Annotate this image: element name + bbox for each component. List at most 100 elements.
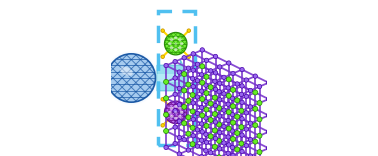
Circle shape xyxy=(266,113,271,118)
Ellipse shape xyxy=(170,115,174,118)
Circle shape xyxy=(226,126,231,131)
Circle shape xyxy=(187,124,191,127)
Circle shape xyxy=(191,134,195,138)
Circle shape xyxy=(173,76,177,80)
Circle shape xyxy=(266,80,271,85)
Ellipse shape xyxy=(178,115,182,118)
Circle shape xyxy=(200,154,204,156)
Circle shape xyxy=(266,97,271,101)
Circle shape xyxy=(226,118,230,123)
Circle shape xyxy=(182,137,186,142)
Circle shape xyxy=(195,62,200,66)
Circle shape xyxy=(200,73,204,77)
Circle shape xyxy=(182,72,187,77)
Ellipse shape xyxy=(174,111,177,114)
Circle shape xyxy=(186,148,191,152)
Circle shape xyxy=(191,101,195,105)
Circle shape xyxy=(164,32,187,55)
Circle shape xyxy=(161,29,164,32)
Circle shape xyxy=(257,117,262,122)
Circle shape xyxy=(231,87,235,92)
Circle shape xyxy=(191,76,195,81)
Circle shape xyxy=(161,55,164,58)
Circle shape xyxy=(164,79,169,84)
Circle shape xyxy=(200,80,205,85)
Circle shape xyxy=(204,116,208,120)
Circle shape xyxy=(257,84,262,89)
Circle shape xyxy=(239,92,243,97)
Circle shape xyxy=(164,101,187,124)
Circle shape xyxy=(200,97,205,102)
Circle shape xyxy=(226,86,230,90)
Circle shape xyxy=(182,88,187,93)
Circle shape xyxy=(253,90,258,95)
Circle shape xyxy=(191,84,195,89)
Circle shape xyxy=(204,140,209,144)
Ellipse shape xyxy=(174,36,178,39)
Circle shape xyxy=(230,145,235,150)
Circle shape xyxy=(240,149,244,154)
Circle shape xyxy=(105,52,157,104)
Circle shape xyxy=(107,54,155,102)
Circle shape xyxy=(239,125,244,130)
Ellipse shape xyxy=(174,42,177,45)
Circle shape xyxy=(204,149,208,153)
Circle shape xyxy=(257,150,262,155)
Circle shape xyxy=(187,29,191,32)
Circle shape xyxy=(217,106,222,111)
Circle shape xyxy=(182,104,187,109)
Circle shape xyxy=(164,96,169,101)
Circle shape xyxy=(195,78,200,83)
Circle shape xyxy=(253,139,258,144)
Circle shape xyxy=(213,54,218,59)
Circle shape xyxy=(212,144,217,149)
Circle shape xyxy=(105,52,158,104)
Circle shape xyxy=(217,138,222,143)
Polygon shape xyxy=(157,60,189,96)
Circle shape xyxy=(177,119,181,123)
Circle shape xyxy=(231,136,235,141)
Circle shape xyxy=(231,104,235,109)
Ellipse shape xyxy=(178,46,182,49)
Circle shape xyxy=(195,128,200,132)
Circle shape xyxy=(231,153,235,156)
Ellipse shape xyxy=(174,105,178,108)
Circle shape xyxy=(257,133,262,138)
Ellipse shape xyxy=(178,38,182,41)
Circle shape xyxy=(230,96,235,100)
Circle shape xyxy=(253,123,258,128)
Circle shape xyxy=(231,71,235,76)
Circle shape xyxy=(226,135,230,139)
Ellipse shape xyxy=(170,46,174,49)
Circle shape xyxy=(253,106,258,111)
Circle shape xyxy=(235,147,240,152)
Circle shape xyxy=(213,79,217,83)
Circle shape xyxy=(173,141,177,146)
Circle shape xyxy=(164,63,168,68)
Circle shape xyxy=(222,108,226,112)
Circle shape xyxy=(208,134,213,139)
Ellipse shape xyxy=(174,117,178,120)
Circle shape xyxy=(222,141,226,145)
Circle shape xyxy=(204,74,209,79)
Circle shape xyxy=(182,56,186,60)
Circle shape xyxy=(200,64,205,69)
Circle shape xyxy=(191,52,195,56)
Circle shape xyxy=(204,107,209,112)
Circle shape xyxy=(204,99,208,104)
Circle shape xyxy=(208,101,213,106)
Circle shape xyxy=(239,141,244,146)
Circle shape xyxy=(182,121,187,126)
Circle shape xyxy=(222,124,226,129)
Circle shape xyxy=(244,78,248,82)
Circle shape xyxy=(161,124,164,127)
Circle shape xyxy=(213,136,218,141)
Circle shape xyxy=(235,98,240,103)
Circle shape xyxy=(244,111,248,115)
Circle shape xyxy=(240,117,244,121)
Circle shape xyxy=(218,130,222,135)
Circle shape xyxy=(177,135,181,140)
Circle shape xyxy=(248,105,253,109)
Ellipse shape xyxy=(180,42,183,45)
Ellipse shape xyxy=(170,107,174,110)
